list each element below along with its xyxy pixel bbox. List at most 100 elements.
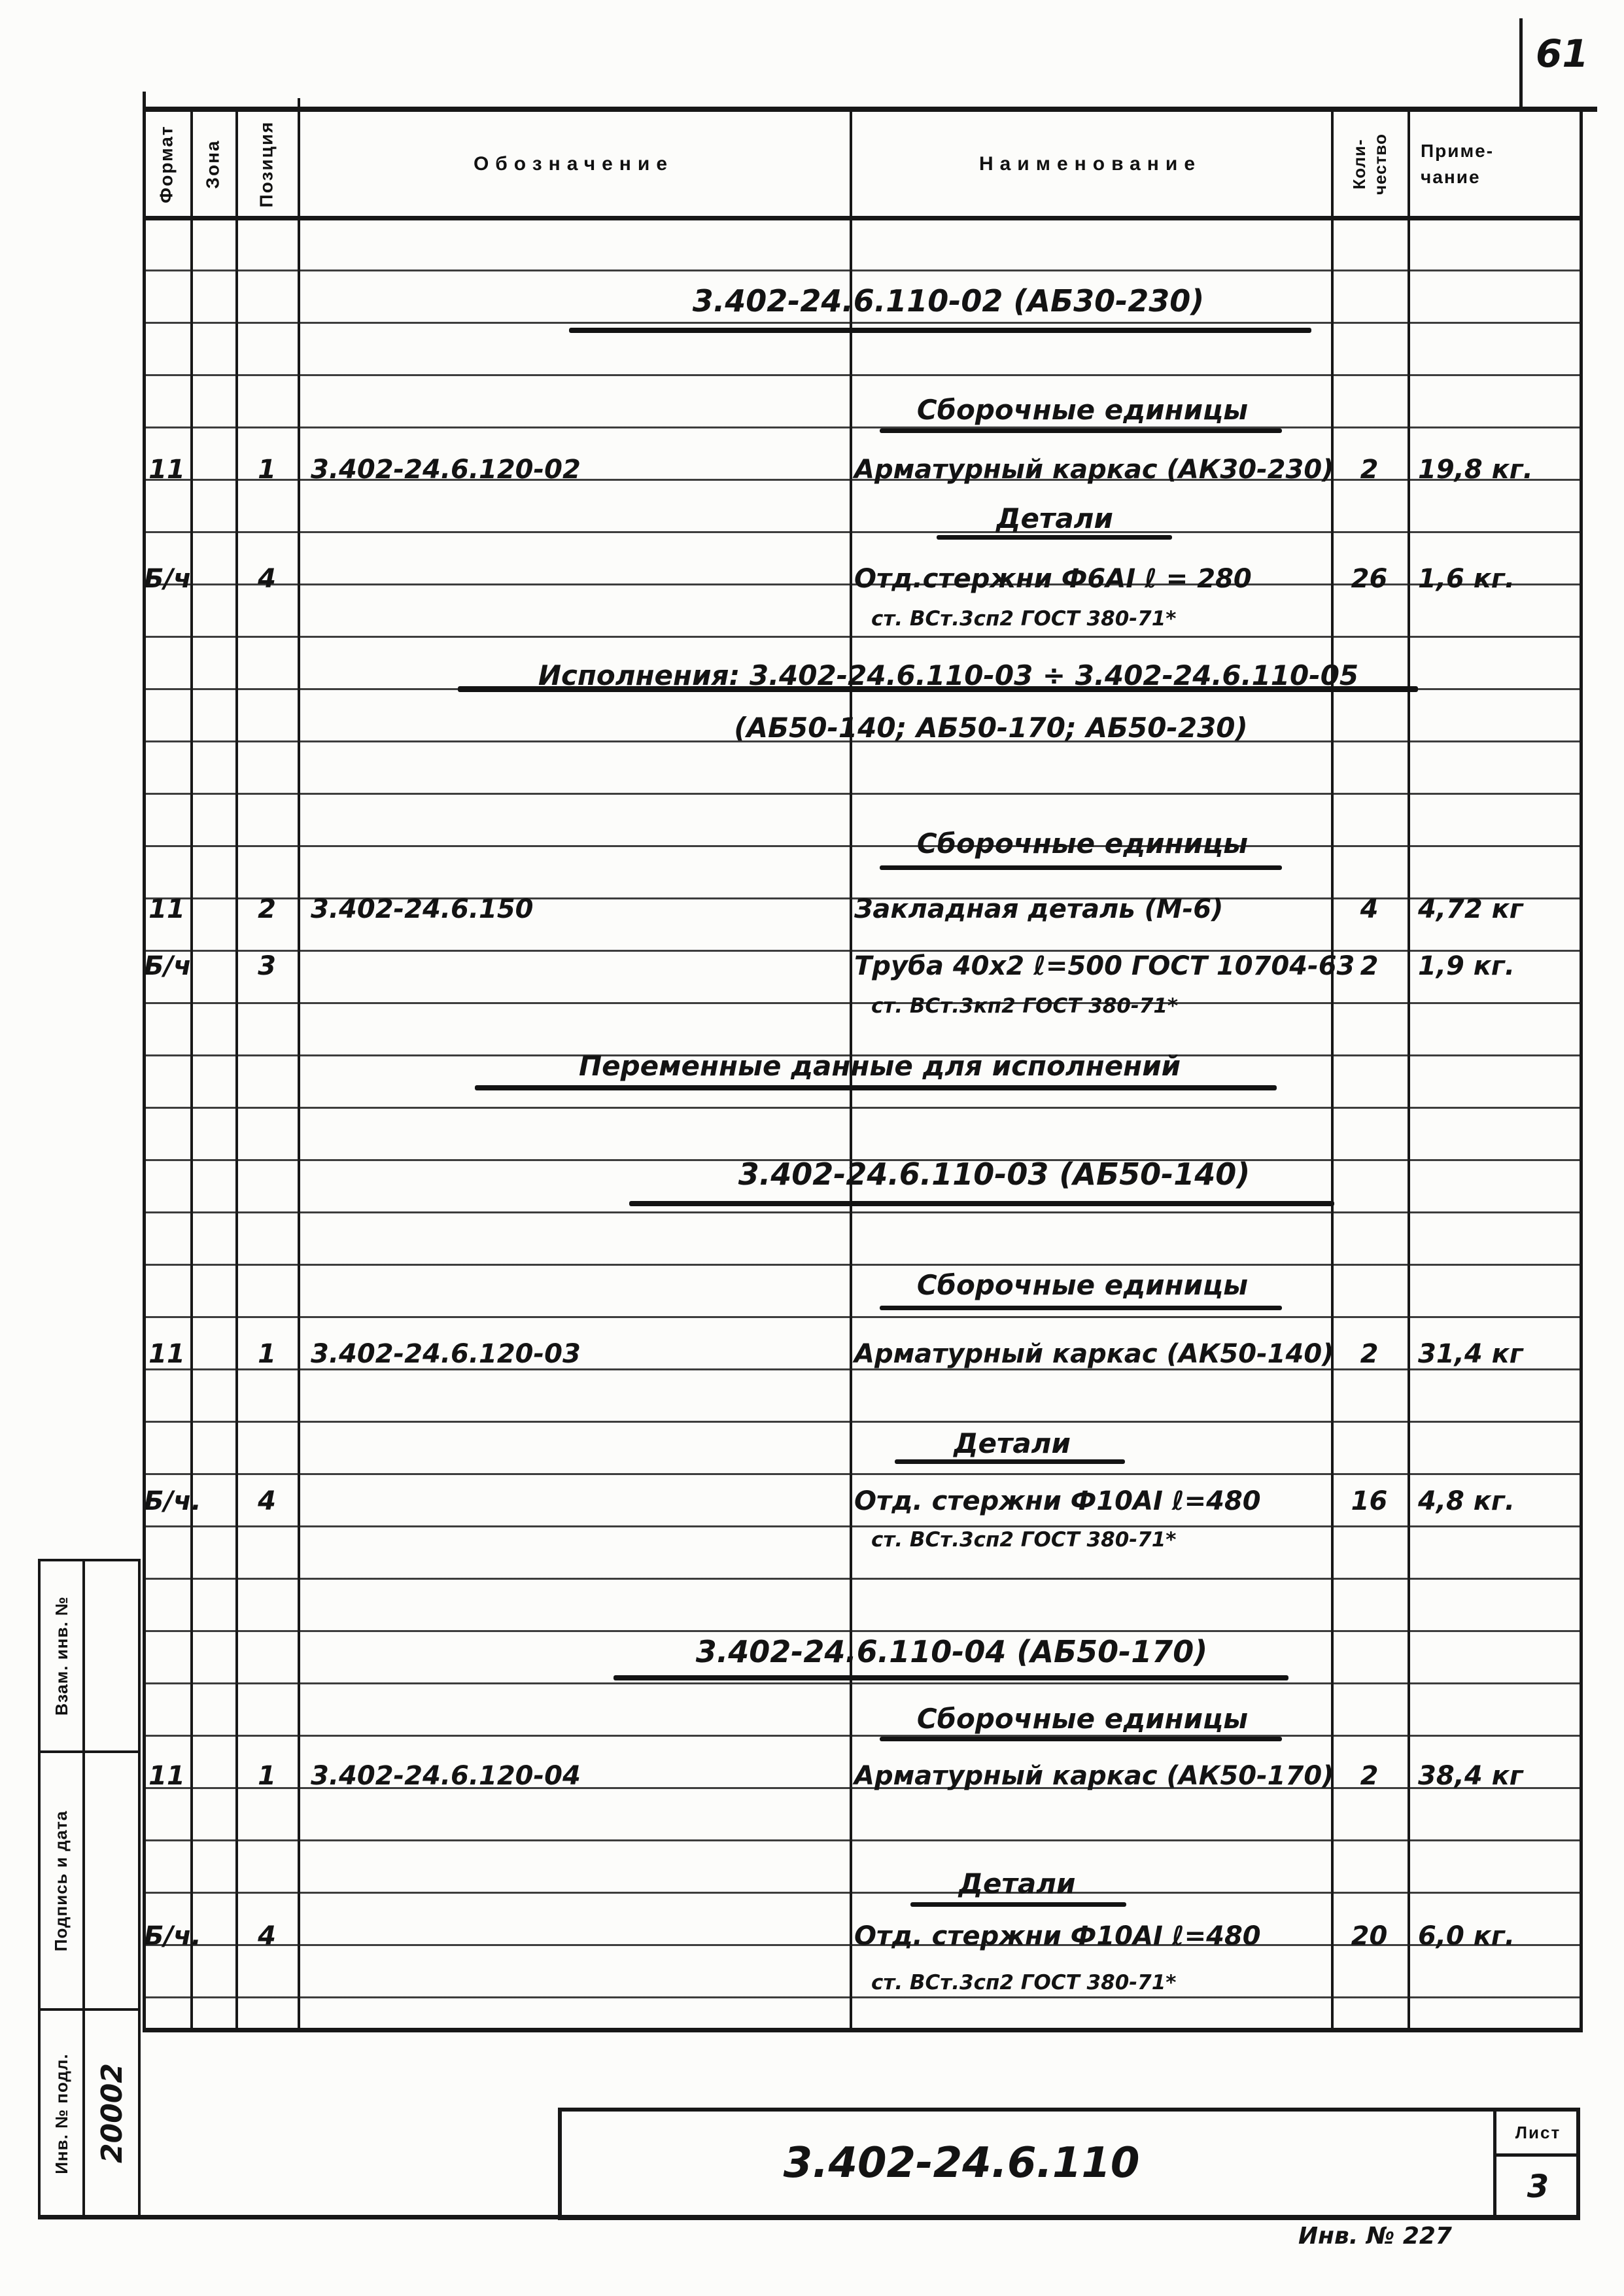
section-underline: [895, 1459, 1125, 1464]
section-heading-assembly: Сборочные единицы: [916, 394, 1249, 426]
cell-name: Отд. стержни Ф10АI ℓ=480: [854, 1921, 1261, 1951]
sidebar-label: Инв. № подл.: [51, 2053, 71, 2174]
header-cell-name: Наименование: [978, 153, 1202, 175]
table-row: Б/ч. 4 Отд. стержни Ф10АI ℓ=480 16 4,8 к…: [0, 1482, 1624, 1521]
cell-name: Арматурный каркас (АК30-230): [854, 455, 1334, 485]
cell-name: Отд.стержни Ф6АI ℓ = 280: [854, 564, 1252, 594]
cell-qty: 26: [1351, 564, 1388, 594]
section-underline: [880, 428, 1282, 433]
cell-name: Труба 40х2 ℓ=500 ГОСТ 10704-63: [854, 951, 1355, 981]
header-label-qty: Коли- чество: [1349, 133, 1390, 195]
header-cell-note: Приме- чание: [1421, 141, 1494, 187]
cell-qty: 2: [1360, 455, 1379, 485]
section-heading-parts: Детали: [954, 1427, 1071, 1459]
group-title-110-04: 3.402-24.6.110-04 (АБ50-170): [695, 1634, 1208, 1669]
sidebar-inv-value: 20002: [95, 2062, 130, 2163]
continuation-line: ст. ВСт.3кп2 ГОСТ 380-71*: [871, 994, 1179, 1018]
continuation-line: ст. ВСт.3сп2 ГОСТ 380-71*: [871, 1528, 1177, 1552]
cell-name: Арматурный каркас (АК50-170): [854, 1761, 1334, 1791]
cell-format: 11: [148, 1339, 185, 1369]
table-row: 11 1 3.402-24.6.120-03 Арматурный каркас…: [0, 1334, 1624, 1374]
sidebar-cell-divider: [38, 2008, 141, 2011]
cell-designation: 3.402-24.6.120-02: [311, 455, 581, 485]
cell-note: 38,4 кг: [1418, 1761, 1523, 1791]
executions-underline: [458, 686, 1418, 692]
section-heading-parts: Детали: [958, 1868, 1076, 1900]
section-heading-assembly: Сборочные единицы: [916, 1269, 1249, 1301]
cell-position: 1: [258, 1761, 276, 1791]
header-label-format: Формат: [156, 125, 177, 203]
inventory-note: Инв. № 227: [1298, 2223, 1452, 2250]
page-number: 61: [1536, 31, 1589, 76]
header-cell-qty: Коли- чество: [1331, 113, 1408, 216]
cell-qty: 2: [1360, 951, 1379, 981]
title-block-divider: [1493, 2108, 1496, 2220]
cell-format: 11: [148, 1761, 185, 1791]
sidebar-cell-vzam: Взам. инв. №: [38, 1561, 85, 1750]
executions-heading: Исполнения: 3.402-24.6.110-03 ÷ 3.402-24…: [538, 659, 1359, 691]
table-row: 11 1 3.402-24.6.120-02 Арматурный каркас…: [0, 450, 1624, 489]
cell-qty: 2: [1360, 1339, 1379, 1369]
doc-number: 3.402-24.6.110: [783, 2139, 1140, 2187]
group-title-110-02: 3.402-24.6.110-02 (АБ30-230): [692, 283, 1205, 319]
cell-name: Закладная деталь (М-6): [854, 894, 1224, 924]
cell-position: 4: [258, 564, 276, 594]
table-row: 11 2 3.402-24.6.150 Закладная деталь (М-…: [0, 890, 1624, 929]
header-label-position: Позиция: [256, 120, 277, 208]
sidebar-cell-podpis: Подпись и дата: [38, 1753, 85, 2008]
page-number-tick: [1519, 18, 1523, 111]
section-heading-parts: Детали: [996, 502, 1113, 534]
sheet-number: 3: [1527, 2168, 1549, 2205]
sheet-label: Лист: [1515, 2122, 1561, 2142]
cell-position: 1: [258, 455, 276, 485]
cell-note: 31,4 кг: [1418, 1339, 1523, 1369]
cell-note: 1,6 кг.: [1418, 564, 1515, 594]
table-border-top: [143, 107, 1597, 112]
cell-name: Арматурный каркас (АК50-140): [854, 1339, 1334, 1369]
section-underline: [880, 1737, 1282, 1741]
cell-qty: 20: [1351, 1921, 1388, 1951]
cell-note: 1,9 кг.: [1418, 951, 1515, 981]
cell-format: Б/ч.: [144, 1921, 201, 1951]
table-row: Б/ч 4 Отд.стержни Ф6АI ℓ = 280 26 1,6 кг…: [0, 559, 1624, 599]
table-border-left: [143, 92, 146, 2031]
title-underline: [629, 1201, 1334, 1206]
table-row: Б/ч 3 Труба 40х2 ℓ=500 ГОСТ 10704-63 2 1…: [0, 947, 1624, 986]
cell-note: 4,8 кг.: [1418, 1486, 1515, 1516]
table-row: Б/ч. 4 Отд. стержни Ф10АI ℓ=480 20 6,0 к…: [0, 1917, 1624, 1956]
cell-position: 4: [258, 1486, 276, 1516]
title-underline: [613, 1675, 1288, 1680]
executions-variants: (АБ50-140; АБ50-170; АБ50-230): [734, 712, 1248, 744]
header-cell-format: Формат: [143, 113, 190, 216]
section-heading-assembly: Сборочные единицы: [916, 1703, 1249, 1735]
header-cell-designation: Обозначение: [473, 153, 674, 175]
cell-format: Б/ч.: [144, 1486, 201, 1516]
cell-position: 3: [258, 951, 276, 981]
sidebar-cell-divider: [38, 1750, 141, 1753]
sidebar-label: Взам. инв. №: [51, 1596, 71, 1716]
sidebar-cell-inv: Инв. № подл.: [38, 2011, 85, 2217]
cell-position: 4: [258, 1921, 276, 1951]
section-heading-assembly: Сборочные единицы: [916, 827, 1249, 860]
cell-position: 2: [258, 894, 276, 924]
continuation-line: ст. ВСт.3сп2 ГОСТ 380-71*: [871, 607, 1177, 631]
variable-data-heading: Переменные данные для исполнений: [578, 1050, 1181, 1082]
section-underline: [910, 1902, 1126, 1907]
cell-format: 11: [148, 894, 185, 924]
cell-note: 6,0 кг.: [1418, 1921, 1515, 1951]
cell-format: Б/ч: [144, 564, 192, 594]
variable-data-underline: [475, 1085, 1277, 1090]
sidebar-divider: [82, 1559, 85, 2219]
cell-qty: 16: [1351, 1486, 1388, 1516]
cell-note: 4,72 кг: [1418, 894, 1523, 924]
cell-qty: 2: [1360, 1761, 1379, 1791]
table-row: 11 1 3.402-24.6.120-04 Арматурный каркас…: [0, 1756, 1624, 1796]
cell-name: Отд. стержни Ф10АI ℓ=480: [854, 1486, 1261, 1516]
cell-designation: 3.402-24.6.120-03: [311, 1339, 581, 1369]
cell-note: 19,8 кг.: [1418, 455, 1533, 485]
header-cell-position: Позиция: [235, 113, 298, 216]
continuation-line: ст. ВСт.3сп2 ГОСТ 380-71*: [871, 1971, 1177, 1994]
sidebar-inv-value-wrap: 20002: [84, 2015, 141, 2211]
table-border-right: [1580, 109, 1583, 2031]
